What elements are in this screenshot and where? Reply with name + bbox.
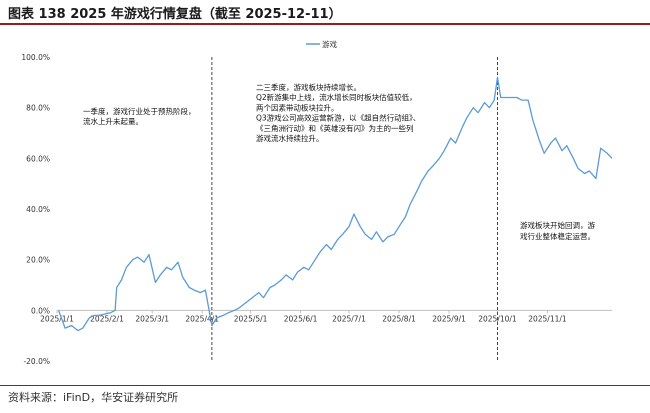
y-tick-label: 80.0%	[26, 104, 50, 113]
x-tick-label: 2025/6/1	[284, 314, 318, 323]
annotation-q23: 二三季度，游戏板块持续增长。 Q2新游集中上线，流水增长同时板块估值较低，两个因素…	[256, 82, 420, 143]
x-tick-label: 2025/7/1	[332, 314, 366, 323]
annotation-line: 流水上升未起量。	[83, 116, 143, 126]
annotation-line: 游戏流水持续拉升。	[256, 133, 324, 143]
y-tick-label: 0.0%	[31, 306, 50, 315]
title-divider	[0, 23, 650, 25]
source-note: 资料来源：iFinD，华安证券研究所	[8, 391, 179, 404]
series-group	[57, 76, 613, 332]
x-tick-label: 2025/5/1	[234, 314, 268, 323]
annotation-line: 两个因素带动板块拉升。	[256, 102, 339, 112]
x-tick-label: 2025/1/1	[40, 314, 74, 323]
x-axis: 2025/1/1 2025/2/1 2025/3/1 2025/4/1 2025/5/1…	[40, 309, 612, 323]
y-tick-label: -20.0%	[23, 357, 50, 366]
annotation-q4: 游戏板块开始回调，游戏行业整体稳定运营。	[520, 220, 595, 241]
y-tick-label: 60.0%	[26, 154, 50, 163]
y-tick-label: 40.0%	[26, 205, 50, 214]
chart-legend: 游戏	[306, 39, 337, 49]
page-title: 图表 138 2025 年游戏行情复盘（截至 2025-12-11）	[8, 7, 342, 22]
annotation-line: Q3游戏公司高效运营新游，以《超自然行动组》、	[256, 113, 420, 123]
phase-dividers	[211, 57, 498, 361]
annotations: 一季度，游戏行业处于预热阶段，流水上升未起量。 二三季度，游戏板块持续增长。 Q2新…	[83, 82, 595, 241]
annotation-line: 《三角洲行动》和《英雄没有闪》为主的一些列	[256, 123, 414, 133]
y-tick-label: 100.0%	[21, 53, 50, 62]
annotation-line: 二三季度，游戏板块持续增长。	[256, 82, 361, 92]
y-axis: -20.0% 0.0% 20.0% 40.0% 60.0% 80.0% 100.0%	[21, 53, 50, 366]
annotation-q1: 一季度，游戏行业处于预热阶段，流水上升未起量。	[83, 106, 196, 126]
annotation-line: 戏行业整体稳定运营。	[520, 231, 595, 241]
x-tick-label: 2025/11/1	[528, 314, 567, 323]
source-divider	[0, 385, 650, 386]
x-tick-label: 2025/9/1	[432, 314, 466, 323]
annotation-line: Q2新游集中上线，流水增长同时板块估值较低，	[256, 92, 417, 102]
annotation-line: 游戏板块开始回调，游	[520, 220, 595, 230]
annotation-line: 一季度，游戏行业处于预热阶段，	[83, 106, 196, 116]
x-tick-label: 2025/3/1	[135, 314, 169, 323]
series-line-游戏	[57, 76, 613, 332]
x-tick-label: 2025/8/1	[382, 314, 416, 323]
x-tick-label: 2025/2/1	[90, 314, 124, 323]
y-tick-label: 20.0%	[26, 256, 50, 265]
legend-entry: 游戏	[322, 39, 337, 49]
x-tick-label: 2025/4/1	[185, 314, 219, 323]
